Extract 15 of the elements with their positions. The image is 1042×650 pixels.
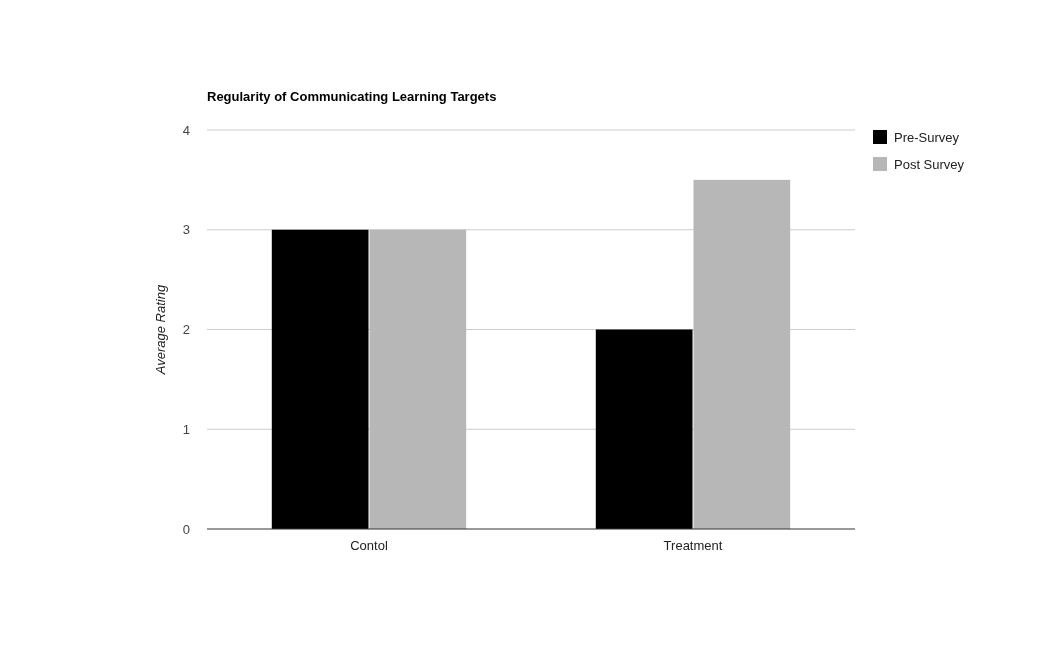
bar <box>595 329 693 529</box>
y-tick-label: 2 <box>182 322 190 338</box>
y-tick-label: 3 <box>182 222 190 238</box>
bar <box>693 179 791 529</box>
legend-label: Post Survey <box>894 156 965 172</box>
y-tick-label: 1 <box>182 421 190 437</box>
bar <box>271 229 369 529</box>
y-tick-label: 0 <box>182 521 190 537</box>
chart-title: Regularity of Communicating Learning Targets <box>207 89 497 104</box>
legend-label: Pre-Survey <box>894 129 960 145</box>
bar <box>369 229 467 529</box>
y-axis-title: Average Rating <box>153 284 168 376</box>
x-tick-label: Treatment <box>663 538 723 553</box>
x-tick-label: Contol <box>350 538 388 553</box>
y-tick-label: 4 <box>182 122 190 138</box>
